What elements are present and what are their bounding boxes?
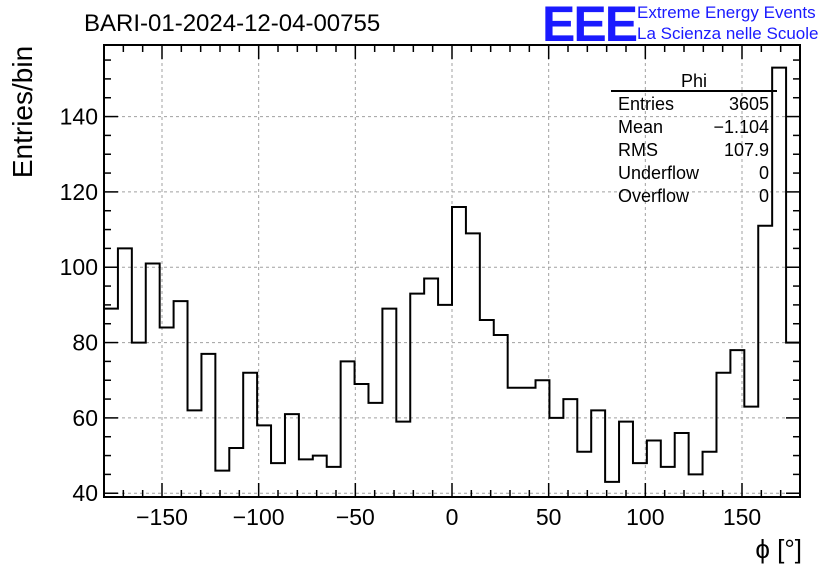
stats-row-label: Entries [618,94,674,114]
y-tick-label: 80 [72,330,98,356]
histogram-bin [675,433,689,497]
histogram-bin [424,279,438,497]
histogram-bin [341,361,355,497]
stats-row-value: 0 [759,186,769,206]
histogram-bin [327,467,341,497]
y-axis-label: Entries/bin [7,46,38,178]
histogram-bin [661,467,675,497]
histogram-bin [563,399,577,497]
histogram-bin [410,294,424,497]
x-tick-label: −100 [233,504,285,530]
histogram-bin [522,388,536,497]
stats-row-label: RMS [618,140,658,160]
stats-row-label: Underflow [618,163,700,183]
histogram-bin [508,388,522,497]
histogram-bin [494,335,508,497]
stats-title: Phi [681,71,707,91]
histogram-bin [744,407,758,497]
histogram-bin [480,320,494,497]
x-tick-label: −150 [136,504,188,530]
histogram-bin [577,452,591,497]
eee-logo: EEE [542,0,638,52]
histogram-bin [536,380,550,497]
histogram-bin [104,309,118,497]
stats-row-label: Mean [618,117,663,137]
histogram-bin [396,422,410,497]
run-title: BARI-01-2024-12-04-00755 [84,10,381,37]
histogram-bin [368,403,382,497]
logo-caption-line2: La Scienza nelle Scuole [637,24,819,43]
y-tick-label: 140 [60,104,98,130]
histogram-bin [438,305,452,497]
stats-rows: Entries 3605 Mean −1.104 RMS 107.9 Underflow 0 O… [618,94,769,206]
x-tick-label: 50 [536,504,562,530]
histogram-bin [647,441,661,498]
histogram-bin [132,343,146,497]
histogram-bin [772,68,786,497]
histogram-bin [146,263,160,497]
histogram-bin [285,414,299,497]
logo-caption-line1: Extreme Energy Events [637,3,816,22]
stats-row-value: 3605 [729,94,769,114]
histogram-bin [188,410,202,497]
stats-row-value: −1.104 [713,117,769,137]
stats-row-label: Overflow [618,186,690,206]
axis-ticks [103,45,801,497]
histogram-bin [355,384,369,497]
stats-box: Phi Entries 3605 Mean −1.104 RMS 107.9 Underfl… [611,71,777,206]
histogram-bin [619,422,633,497]
x-tick-label: 0 [446,504,459,530]
x-tick-label: −50 [336,504,375,530]
histogram-bin [299,459,313,497]
histogram-bin [591,410,605,497]
y-tick-label: 40 [72,480,98,506]
histogram-bin [215,471,229,497]
x-tick-label: 150 [723,504,761,530]
histogram-bin [243,373,257,497]
y-tick-label: 120 [60,179,98,205]
y-tick-label: 60 [72,405,98,431]
histogram-bin [382,309,396,497]
histogram-bin [313,456,327,497]
histogram-bin [452,207,466,497]
tick-labels: −150 −100 −50 0 50 100 150 40 60 80 100 120 140 [60,104,762,530]
stats-row-value: 0 [759,163,769,183]
histogram-bin [118,248,132,497]
histogram-bin [758,226,772,497]
histogram-bin [229,448,243,497]
histogram-bin [716,373,730,497]
stats-row-value: 107.9 [724,140,769,160]
x-tick-label: 100 [626,504,664,530]
histogram-bin [201,354,215,497]
histogram-bin [703,452,717,497]
histogram-bin [549,418,563,497]
histogram-series-line [104,66,800,483]
y-tick-label: 100 [60,254,98,280]
histogram-bin [174,301,188,497]
x-axis-label: ϕ [°] [755,534,802,564]
histogram-bin [466,233,480,497]
